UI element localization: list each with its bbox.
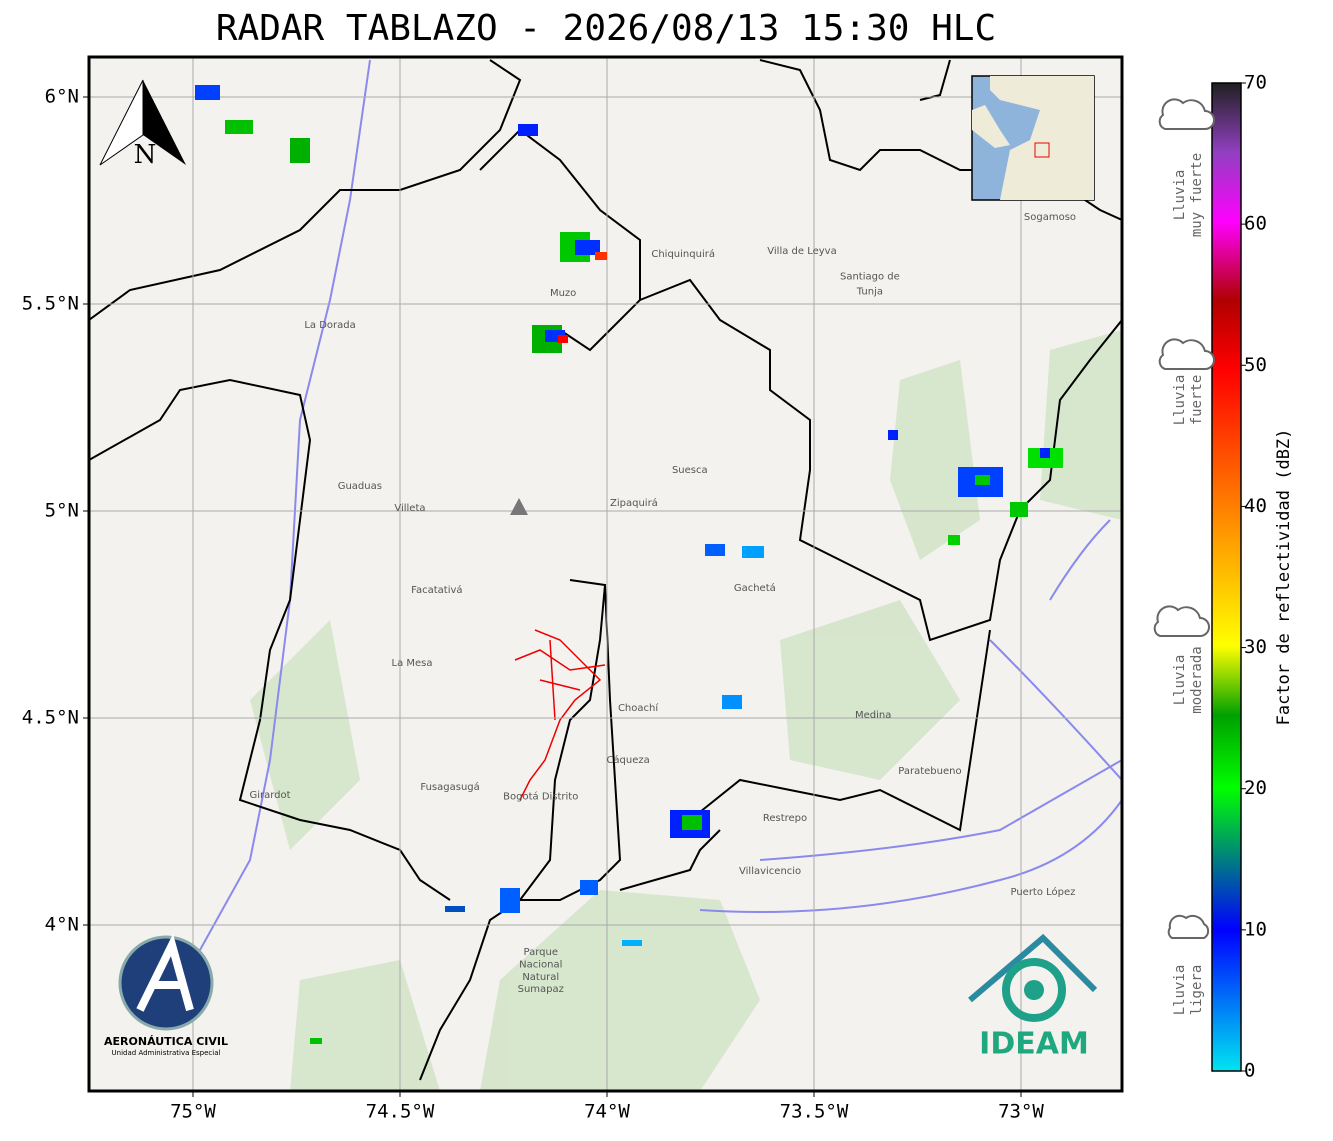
colorbar-tick-label: 0	[1244, 1060, 1255, 1082]
ideam-text: IDEAM	[979, 1027, 1089, 1062]
radar-site	[510, 498, 528, 515]
legend-label: Lluvia	[1172, 170, 1188, 221]
grid	[89, 57, 1122, 1091]
place-label: Santiago de	[840, 272, 900, 283]
place-label: Fusagasugá	[420, 781, 479, 793]
place-label: Girardot	[249, 790, 290, 801]
x-tick-label: 75°W	[170, 1101, 216, 1123]
x-tick-label: 74°W	[584, 1101, 630, 1123]
colorbar	[1211, 82, 1242, 1072]
place-label: Suesca	[672, 465, 708, 476]
place-label: Puerto López	[1010, 886, 1075, 898]
colorbar-tick-label: 10	[1244, 918, 1267, 940]
place-label: Nacional	[519, 959, 562, 970]
place-label: Chiquinquirá	[651, 248, 715, 260]
place-label: Villavicencio	[739, 866, 801, 877]
place-label: Sogamoso	[1024, 212, 1076, 223]
terrain	[250, 330, 1122, 1091]
inset-map	[971, 75, 1095, 201]
colorbar-label: Factor de reflectividad (dBZ)	[1274, 429, 1294, 726]
colorbar-tick-label: 30	[1244, 636, 1267, 658]
places: Villavicencio Villa de Leyva Santiago de Tu…	[249, 212, 1076, 995]
legend-label: moderada	[1189, 646, 1205, 713]
aerocivil-logo: AERONÁUTICA CIVIL Unidad Administrativa …	[104, 933, 228, 1057]
place-label: La Mesa	[392, 658, 433, 669]
legend-label: muy fuerte	[1189, 153, 1205, 237]
x-tick-label: 74.5°W	[366, 1101, 435, 1123]
place-label: Facatativá	[411, 584, 462, 596]
map: Villavicencio Villa de Leyva Santiago de Tu…	[89, 57, 1122, 1091]
north-arrow: N	[99, 79, 186, 170]
place-label: Tunja	[856, 287, 883, 298]
colorbar-ticks: 0 10 20 30 40 50 60 70	[1241, 72, 1267, 1082]
legend-label: ligera	[1189, 965, 1205, 1016]
place-label: Choachí	[618, 702, 659, 714]
place-label: Bogotá Distrito	[503, 791, 578, 803]
place-label: Villa de Leyva	[767, 246, 836, 257]
colorbar-tick-label: 20	[1244, 777, 1267, 799]
y-tick-label: 4°N	[45, 914, 79, 936]
place-label: Cáqueza	[606, 754, 649, 766]
map-frame	[87, 55, 1124, 1093]
y-tick-label: 5°N	[45, 500, 79, 522]
legend-label: fuerte	[1189, 375, 1205, 426]
legend-label: Lluvia	[1172, 965, 1188, 1016]
colorbar-tick-label: 60	[1244, 213, 1267, 235]
y-tick-label: 4.5°N	[22, 707, 79, 729]
x-tick-label: 73°W	[998, 1101, 1044, 1123]
place-label: Villeta	[394, 503, 425, 514]
place-label: Medina	[855, 710, 891, 721]
colorbar-tick-label: 50	[1244, 354, 1267, 376]
place-label: Sumapaz	[518, 984, 564, 995]
aerocivil-text: AERONÁUTICA CIVIL	[104, 1035, 228, 1048]
place-label: Paratebueno	[898, 766, 961, 777]
legend-label: Lluvia	[1172, 375, 1188, 426]
colorbar-tick-label: 70	[1244, 72, 1267, 94]
north-label: N	[134, 140, 157, 170]
place-label: Gachetá	[734, 582, 776, 594]
place-label: Natural	[522, 972, 559, 983]
y-tick-label: 6°N	[45, 86, 79, 108]
x-tick-label: 73.5°W	[780, 1101, 849, 1123]
radar-echoes	[195, 85, 1063, 1044]
y-tick-label: 5.5°N	[22, 293, 79, 315]
bogota-localities	[514, 629, 606, 801]
aerocivil-subtext: Unidad Administrativa Especial	[112, 1049, 221, 1057]
colorbar-tick-label: 40	[1244, 495, 1267, 517]
place-label: Muzo	[550, 288, 576, 299]
axes: 75°W 74.5°W 74°W 73.5°W 73°W 6°N 5.5°N 5°N 4.5°N…	[22, 86, 1045, 1123]
place-label: Parque	[524, 947, 558, 958]
place-label: La Dorada	[304, 320, 355, 331]
place-label: Guaduas	[338, 481, 382, 492]
boundaries	[89, 59, 1122, 1081]
place-label: Zipaquirá	[610, 497, 658, 509]
place-label: Restrepo	[763, 813, 807, 824]
ideam-logo: IDEAM	[968, 933, 1098, 1062]
legend-label: Lluvia	[1172, 655, 1188, 706]
title: RADAR TABLAZO - 2026/08/13 15:30 HLC	[216, 8, 996, 49]
